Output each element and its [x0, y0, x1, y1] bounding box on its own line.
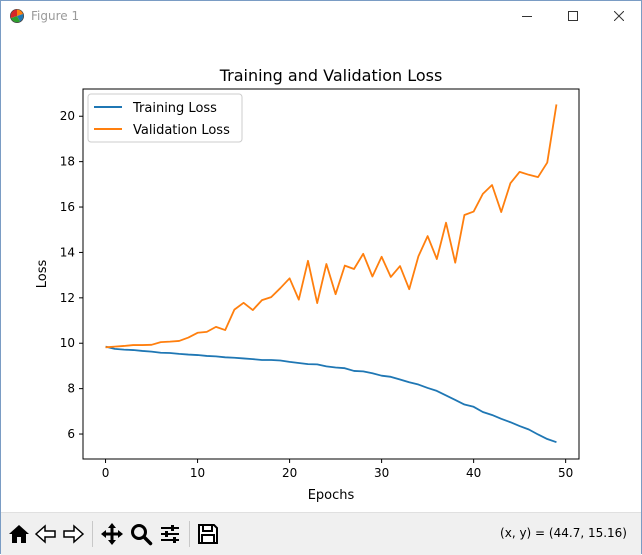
- matplotlib-app-icon: [9, 8, 25, 24]
- cursor-coordinates: (x, y) = (44.7, 15.16): [500, 526, 627, 540]
- legend-label-training: Training Loss: [132, 101, 217, 116]
- axes-frame: [82, 88, 580, 460]
- y-tick-label: 18: [60, 155, 75, 169]
- toolbar-separator: [92, 521, 93, 547]
- home-icon: [9, 525, 29, 543]
- y-tick-label: 16: [60, 200, 75, 214]
- legend-label-validation: Validation Loss: [133, 123, 230, 138]
- x-tick-label: 0: [102, 466, 110, 480]
- forward-button[interactable]: [61, 522, 85, 546]
- minimize-button[interactable]: [504, 1, 550, 31]
- subplots-button[interactable]: [158, 522, 182, 546]
- x-tick-label: 30: [374, 466, 389, 480]
- toolbar-separator: [189, 521, 190, 547]
- x-tick-label: 20: [282, 466, 297, 480]
- y-tick-label: 12: [60, 291, 75, 305]
- close-button[interactable]: [596, 1, 642, 31]
- minimize-icon: [522, 16, 532, 17]
- forward-arrow-icon: [63, 524, 85, 544]
- save-button[interactable]: [196, 522, 220, 546]
- x-tick-label: 10: [190, 466, 205, 480]
- y-tick-label: 6: [67, 427, 75, 441]
- x-tick-label: 40: [466, 466, 481, 480]
- y-axis-label: Loss: [35, 260, 50, 289]
- save-icon: [198, 524, 218, 544]
- home-button[interactable]: [7, 522, 31, 546]
- training-loss-line: [105, 345, 557, 444]
- close-icon: [614, 11, 624, 21]
- legend-box: [87, 93, 243, 143]
- y-tick-label: 10: [60, 336, 75, 350]
- maximize-icon: [568, 11, 578, 21]
- subplots-icon: [161, 525, 179, 543]
- validation-loss-line: [105, 104, 558, 349]
- chart-title: Training and Validation Loss: [219, 66, 443, 85]
- pan-icon: [101, 523, 123, 545]
- window-title: Figure 1: [31, 9, 80, 23]
- maximize-button[interactable]: [550, 1, 596, 31]
- navigation-toolbar: (x, y) = (44.7, 15.16): [1, 512, 641, 555]
- title-bar: Figure 1: [1, 1, 641, 31]
- x-axis-label: Epochs: [308, 488, 355, 503]
- back-button[interactable]: [34, 522, 58, 546]
- x-tick-label: 50: [558, 466, 573, 480]
- zoom-button[interactable]: [129, 522, 153, 546]
- back-arrow-icon: [34, 524, 56, 544]
- pan-button[interactable]: [100, 522, 124, 546]
- y-tick-label: 20: [60, 109, 75, 123]
- figure-canvas[interactable]: Training and Validation Loss 0 10 20 30 40 50…: [1, 31, 641, 511]
- zoom-icon: [131, 524, 153, 546]
- legend: Training Loss Validation Loss: [87, 93, 243, 143]
- line-chart: Training and Validation Loss 0 10 20 30 40 50…: [35, 66, 580, 503]
- y-tick-label: 8: [67, 382, 75, 396]
- y-tick-label: 14: [60, 245, 75, 259]
